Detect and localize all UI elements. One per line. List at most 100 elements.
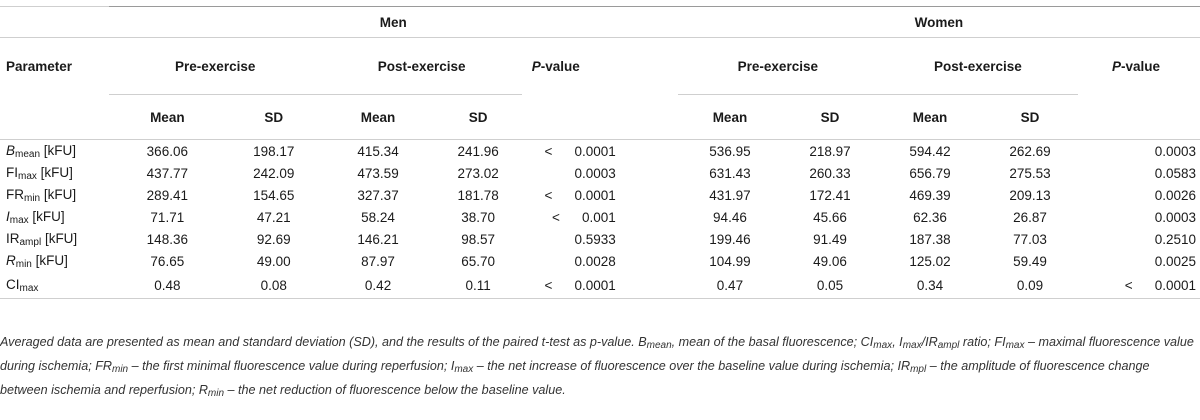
- women-pre-sd: 260.33: [809, 165, 851, 181]
- men-post-mean: 327.37: [357, 187, 399, 203]
- men-post-sd-header: SD: [434, 94, 522, 140]
- footnote-text: – the net increase of fluorescence over …: [473, 359, 911, 373]
- women-p-value: 0.0025: [1078, 250, 1200, 272]
- p-value-number: 0.0003: [1154, 143, 1196, 159]
- p-value-number: 0.0001: [574, 277, 616, 293]
- parameter-subscript: max: [18, 170, 37, 182]
- parameter-unit: [kFU]: [41, 230, 78, 246]
- p-value-number: 0.0001: [574, 143, 616, 159]
- men-p-value: <0.0001: [522, 140, 678, 163]
- parameter-symbol: B: [6, 142, 16, 158]
- women-p-value: 0.0003: [1078, 206, 1200, 228]
- p-value-number: 0.0001: [574, 187, 616, 203]
- p-value-number: 0.001: [582, 209, 616, 225]
- men-pre-exercise-header: Pre-exercise: [175, 58, 256, 74]
- footnote-text: – the first minimal fluorescence value d…: [128, 359, 455, 373]
- women-post-mean: 469.39: [909, 187, 951, 203]
- p-value-number: 0.0025: [1154, 253, 1196, 269]
- men-p-value: 0.0003: [522, 162, 678, 184]
- p-letter: P: [531, 58, 541, 74]
- women-pre-mean: 0.47: [677, 272, 783, 299]
- women-pre-sd: 45.66: [813, 209, 847, 225]
- men-post-mean: 415.34: [357, 143, 399, 159]
- parameter-subscript: max: [19, 282, 39, 294]
- p-value-number: 0.0003: [574, 165, 616, 181]
- parameter-unit: [kFU]: [31, 252, 68, 268]
- parameter-symbol: CI: [6, 276, 20, 292]
- footnote-text: – maximal fluorescence value during isch…: [0, 335, 1194, 373]
- men-pre-mean: 148.36: [146, 231, 188, 247]
- footnote-subscript: min: [112, 364, 129, 375]
- footnote-text: – the amplitude of fluorescence change b…: [0, 359, 1150, 397]
- p-value-number: 0.0583: [1154, 165, 1196, 181]
- p-value-number: 0.5933: [574, 231, 616, 247]
- women-post-sd: 59.49: [1013, 253, 1047, 269]
- men-p-stat-spacer: [522, 95, 678, 140]
- men-p-value-header: P-value: [522, 38, 678, 95]
- men-pre-mean: 366.06: [146, 143, 188, 159]
- women-p-value-header: P-value: [1078, 38, 1200, 95]
- table-row: IRampl [kFU] 148.36 92.69 146.21 98.57 0.5933…: [0, 228, 1200, 250]
- footnote-text: , mean of the basal fluorescence; CI: [671, 335, 874, 349]
- men-post-mean: 0.42: [321, 272, 435, 299]
- men-p-value: <0.0001: [521, 272, 678, 299]
- women-p-stat-spacer: [1078, 95, 1200, 140]
- men-pre-mean: 0.48: [108, 272, 226, 299]
- parameter-name: IRampl [kFU]: [0, 228, 109, 250]
- p-value-number: 0.0026: [1154, 187, 1196, 203]
- men-pre-mean: 437.77: [146, 165, 188, 181]
- less-than-symbol: <: [552, 209, 560, 225]
- p-suffix: -value: [540, 58, 580, 74]
- men-p-value: <0.0001: [522, 184, 678, 206]
- men-pre-mean-header: Mean: [108, 94, 226, 140]
- group-header-men: Men: [108, 6, 678, 38]
- parameter-subscript: min: [24, 192, 41, 204]
- men-pre-sd: 242.09: [253, 165, 295, 181]
- women-pre-mean: 199.46: [709, 231, 751, 247]
- parameter-header: Parameter: [6, 58, 73, 74]
- women-p-value: 0.0003: [1078, 140, 1200, 163]
- parameter-name: Bmean [kFU]: [0, 140, 109, 163]
- women-post-mean: 0.34: [877, 272, 983, 299]
- parameter-symbol: I: [6, 208, 10, 224]
- table-row: FRmin [kFU] 289.41 154.65 327.37 181.78 <0.00…: [0, 184, 1200, 206]
- women-pre-sd: 218.97: [809, 143, 851, 159]
- men-pre-sd-header: SD: [225, 94, 322, 140]
- men-p-value: 0.5933: [522, 228, 678, 250]
- p-letter: P: [1111, 58, 1121, 74]
- parameter-name: Rmin [kFU]: [0, 250, 109, 272]
- men-pre-mean: 76.65: [150, 253, 185, 269]
- footnote-subscript: max: [454, 364, 474, 375]
- women-pre-sd-header: SD: [782, 94, 878, 140]
- women-pre-mean: 104.99: [709, 253, 751, 269]
- women-post-mean: 62.36: [913, 209, 947, 225]
- men-pre-sd: 92.69: [256, 231, 291, 247]
- women-post-exercise-header: Post-exercise: [933, 58, 1022, 74]
- data-table: Men Women Parameter Pre-exercise Post-ex…: [0, 6, 1200, 299]
- women-pre-mean: 94.46: [713, 209, 747, 225]
- women-post-sd: 0.09: [982, 272, 1078, 299]
- footnote-text: Averaged data are presented as mean and …: [0, 335, 647, 349]
- less-than-symbol: <: [544, 187, 553, 203]
- men-post-sd: 65.70: [461, 253, 495, 269]
- men-pre-sd: 49.00: [256, 253, 291, 269]
- parameter-unit: [kFU]: [40, 142, 77, 158]
- parameter-name: FImax [kFU]: [0, 162, 109, 184]
- parameter-symbol: FR: [6, 186, 24, 202]
- men-post-sd: 0.11: [434, 272, 522, 299]
- table-row: Rmin [kFU] 76.65 49.00 87.97 65.70 0.0028 104.…: [0, 250, 1200, 272]
- men-post-mean-header: Mean: [321, 94, 435, 140]
- table-row: FImax [kFU] 437.77 242.09 473.59 273.02 0.000…: [0, 162, 1200, 184]
- women-pre-sd: 0.05: [782, 272, 878, 299]
- less-than-symbol: <: [544, 143, 553, 159]
- women-p-value: 0.2510: [1078, 228, 1200, 250]
- women-post-mean: 594.42: [909, 143, 951, 159]
- table-footnote: Averaged data are presented as mean and …: [0, 332, 1196, 404]
- parameter-unit: [kFU]: [28, 208, 65, 224]
- women-pre-mean: 536.95: [709, 143, 751, 159]
- footnote-subscript: min: [207, 388, 225, 399]
- parameter-subscript: min: [15, 258, 32, 270]
- men-pre-mean: 289.41: [146, 187, 188, 203]
- footnote-subscript: ampl: [937, 340, 960, 351]
